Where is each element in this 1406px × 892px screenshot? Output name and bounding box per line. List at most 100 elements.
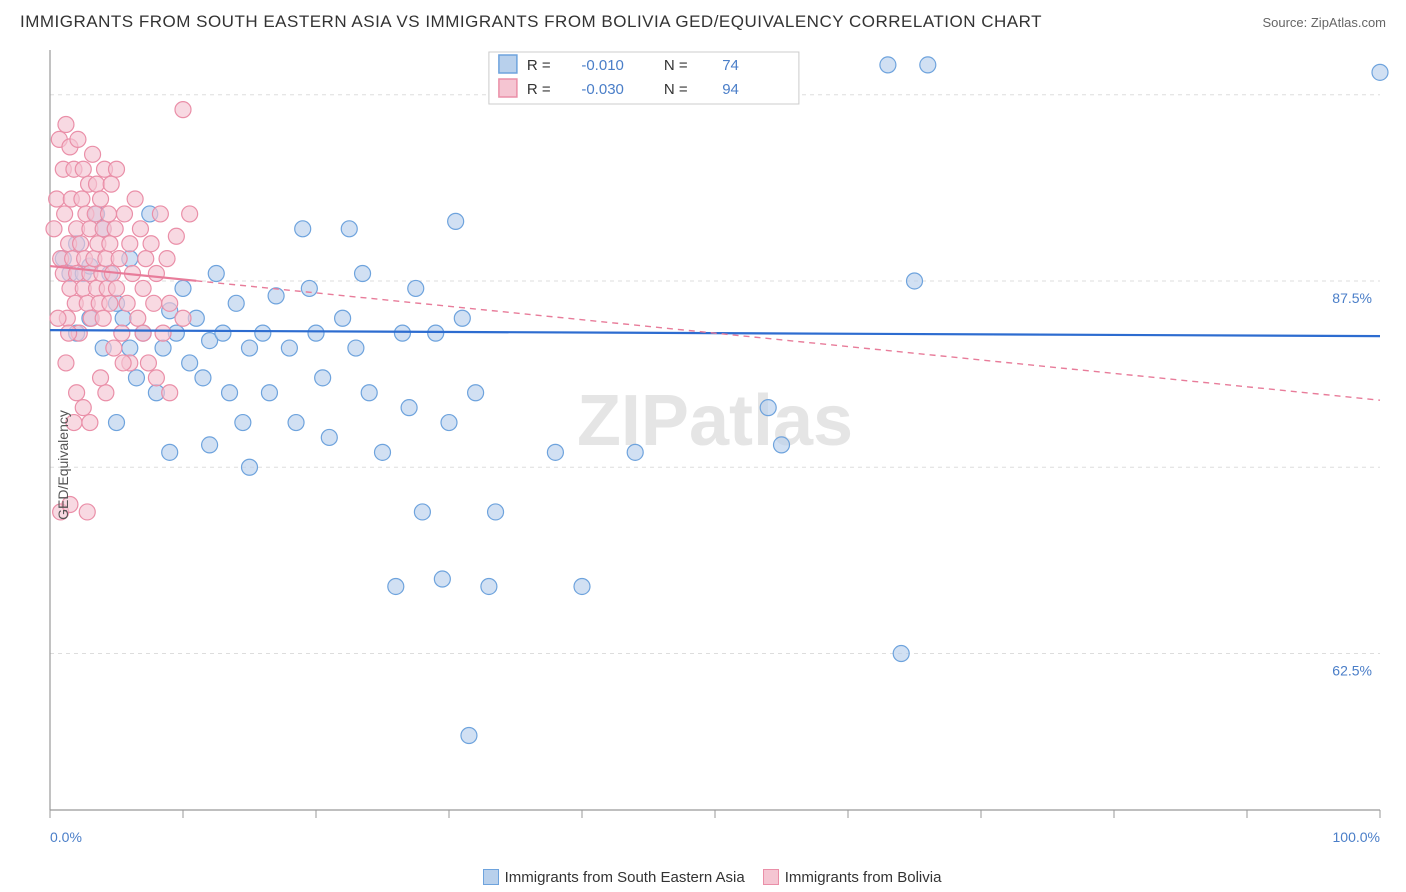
data-point [122, 340, 138, 356]
data-point [774, 437, 790, 453]
data-point [109, 280, 125, 296]
data-point [361, 385, 377, 401]
data-point [228, 295, 244, 311]
legend-n-value: 94 [722, 81, 739, 98]
data-point [89, 176, 105, 192]
data-point [920, 57, 936, 73]
data-point [321, 429, 337, 445]
data-point [50, 310, 66, 326]
legend-swatch [499, 55, 517, 73]
data-point [162, 385, 178, 401]
data-point [1372, 64, 1388, 80]
data-point [61, 325, 77, 341]
legend-r-value: -0.010 [581, 57, 624, 74]
data-point [119, 295, 135, 311]
data-point [461, 727, 477, 743]
legend-n-value: 74 [722, 57, 739, 74]
data-point [148, 370, 164, 386]
data-point [441, 415, 457, 431]
data-point [182, 206, 198, 222]
data-point [109, 415, 125, 431]
data-point [111, 251, 127, 267]
data-point [70, 131, 86, 147]
data-point [175, 310, 191, 326]
data-point [268, 288, 284, 304]
data-point [760, 400, 776, 416]
legend-swatch [483, 869, 499, 885]
data-point [115, 310, 131, 326]
data-point [261, 385, 277, 401]
data-point [434, 571, 450, 587]
data-point [182, 355, 198, 371]
data-point [58, 355, 74, 371]
data-point [138, 251, 154, 267]
data-point [155, 340, 171, 356]
data-point [109, 161, 125, 177]
data-point [93, 191, 109, 207]
data-point [98, 385, 114, 401]
data-point [132, 221, 148, 237]
data-point [627, 444, 643, 460]
data-point [341, 221, 357, 237]
data-point [162, 295, 178, 311]
data-point [288, 415, 304, 431]
data-point [85, 146, 101, 162]
data-point [148, 266, 164, 282]
watermark: ZIPatlas [577, 381, 853, 461]
data-point [79, 504, 95, 520]
data-point [394, 325, 410, 341]
data-point [175, 102, 191, 118]
legend-series-label: Immigrants from South Eastern Asia [505, 869, 745, 886]
data-point [46, 221, 62, 237]
data-point [143, 236, 159, 252]
data-point [57, 206, 73, 222]
data-point [388, 578, 404, 594]
data-point [122, 236, 138, 252]
data-point [75, 161, 91, 177]
data-point [168, 228, 184, 244]
data-point [348, 340, 364, 356]
data-point [73, 236, 89, 252]
data-point [401, 400, 417, 416]
data-point [215, 325, 231, 341]
legend-r-label: R = [527, 57, 551, 74]
data-point [75, 400, 91, 416]
legend-n-label: N = [664, 57, 688, 74]
trend-line-dashed [196, 281, 1380, 400]
data-point [202, 437, 218, 453]
legend-n-label: N = [664, 81, 688, 98]
data-point [159, 251, 175, 267]
data-point [242, 459, 258, 475]
data-point [49, 191, 65, 207]
data-point [574, 578, 590, 594]
chart-title: IMMIGRANTS FROM SOUTH EASTERN ASIA VS IM… [20, 12, 1042, 32]
data-point [102, 295, 118, 311]
data-point [116, 206, 132, 222]
data-point [301, 280, 317, 296]
data-point [375, 444, 391, 460]
data-point [880, 57, 896, 73]
xtick-label: 0.0% [50, 829, 82, 845]
data-point [146, 295, 162, 311]
data-point [152, 206, 168, 222]
data-point [428, 325, 444, 341]
data-point [454, 310, 470, 326]
data-point [335, 310, 351, 326]
data-point [295, 221, 311, 237]
data-point [127, 191, 143, 207]
data-point [69, 385, 85, 401]
legend-series-label: Immigrants from Bolivia [785, 869, 942, 886]
data-point [408, 280, 424, 296]
data-point [93, 370, 109, 386]
data-point [103, 176, 119, 192]
data-point [106, 340, 122, 356]
data-point [140, 355, 156, 371]
data-point [162, 444, 178, 460]
data-point [74, 191, 90, 207]
data-point [281, 340, 297, 356]
data-point [114, 325, 130, 341]
data-point [308, 325, 324, 341]
data-point [355, 266, 371, 282]
data-point [95, 310, 111, 326]
data-point [547, 444, 563, 460]
